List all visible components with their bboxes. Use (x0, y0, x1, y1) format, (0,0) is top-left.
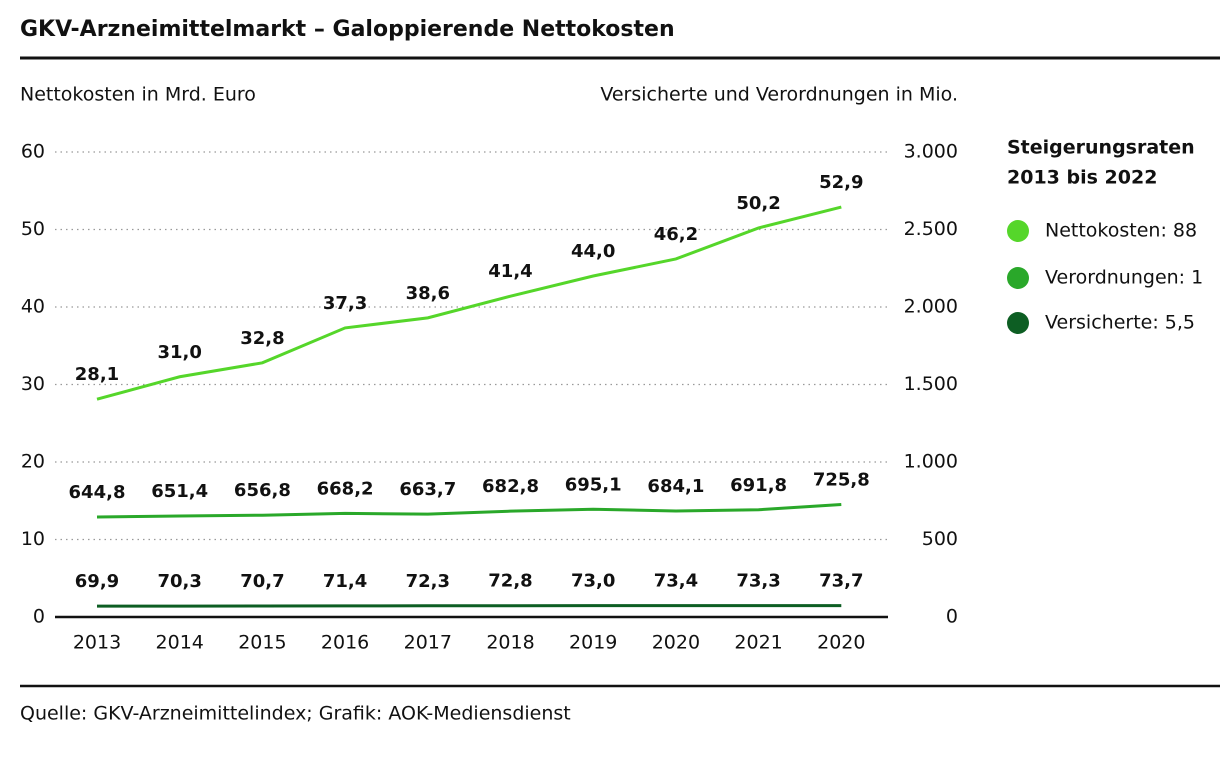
data-label: 69,9 (75, 571, 119, 592)
y2-tick-label: 0 (946, 606, 958, 628)
data-label: 73,4 (654, 571, 698, 592)
legend-label: Versicherte: 5,5 (1045, 312, 1195, 334)
y2-tick-label: 2.500 (904, 218, 958, 240)
data-label: 725,8 (813, 470, 870, 491)
y2-tick-label: 500 (922, 528, 958, 550)
x-tick-label: 2018 (486, 632, 534, 654)
data-label: 73,7 (819, 571, 863, 592)
x-tick-label: 2016 (321, 632, 369, 654)
data-label: 691,8 (730, 475, 787, 496)
data-label: 41,4 (488, 261, 532, 282)
y2-tick-label: 1.500 (904, 373, 958, 395)
data-label: 72,8 (488, 571, 532, 592)
data-label: 695,1 (565, 474, 622, 495)
data-label: 31,0 (157, 342, 201, 363)
y-tick-label: 10 (21, 528, 45, 550)
data-label: 70,7 (240, 571, 284, 592)
y-tick-label: 60 (21, 141, 45, 163)
data-label: 644,8 (69, 482, 126, 503)
legend-title: Steigerungsraten (1007, 137, 1195, 159)
chart-title: GKV-Arzneimittelmarkt – Galoppierende Ne… (20, 17, 675, 42)
y-tick-label: 0 (33, 606, 45, 628)
y-tick-label: 40 (21, 296, 45, 318)
y-tick-label: 20 (21, 451, 45, 473)
data-label: 70,3 (157, 571, 201, 592)
legend-title: 2013 bis 2022 (1007, 167, 1157, 189)
data-label: 668,2 (317, 478, 374, 499)
data-label: 682,8 (482, 476, 539, 497)
data-label: 28,1 (75, 364, 119, 385)
data-label: 656,8 (234, 480, 291, 501)
x-tick-label: 2013 (73, 632, 121, 654)
x-tick-label: 2014 (156, 632, 204, 654)
legend-marker (1007, 312, 1029, 334)
legend-label: Verordnungen: 1 (1045, 267, 1203, 289)
line (96, 503, 842, 519)
y2-tick-label: 1.000 (904, 451, 958, 473)
legend-marker (1007, 267, 1029, 289)
y-tick-label: 30 (21, 373, 45, 395)
data-label: 50,2 (736, 193, 780, 214)
x-tick-label: 2019 (569, 632, 617, 654)
data-label: 44,0 (571, 241, 615, 262)
data-label: 52,9 (819, 172, 863, 193)
legend-label: Nettokosten: 88 (1045, 220, 1197, 242)
data-label: 37,3 (323, 293, 367, 314)
data-label: 73,0 (571, 571, 615, 592)
data-label: 684,1 (647, 476, 704, 497)
y-axis-label: Nettokosten in Mrd. Euro (20, 84, 256, 106)
source: Quelle: GKV-Arzneimittelindex; Grafik: A… (20, 703, 571, 725)
y2-axis-label: Versicherte und Verordnungen in Mio. (600, 84, 958, 106)
data-label: 72,3 (406, 571, 450, 592)
data-label: 46,2 (654, 224, 698, 245)
data-label: 651,4 (151, 481, 208, 502)
data-label: 32,8 (240, 328, 284, 349)
y2-tick-label: 2.000 (904, 296, 958, 318)
data-label: 73,3 (736, 571, 780, 592)
data-label: 663,7 (399, 479, 456, 500)
x-tick-label: 2015 (238, 632, 286, 654)
data-label: 71,4 (323, 571, 367, 592)
legend-marker (1007, 220, 1029, 242)
data-label: 38,6 (406, 283, 450, 304)
y2-tick-label: 3.000 (904, 141, 958, 163)
x-tick-label: 2020 (652, 632, 700, 654)
x-tick-label: 2020 (817, 632, 865, 654)
x-tick-label: 2021 (734, 632, 782, 654)
x-tick-label: 2017 (404, 632, 452, 654)
line (96, 205, 842, 401)
line (96, 604, 842, 608)
y-tick-label: 50 (21, 218, 45, 240)
